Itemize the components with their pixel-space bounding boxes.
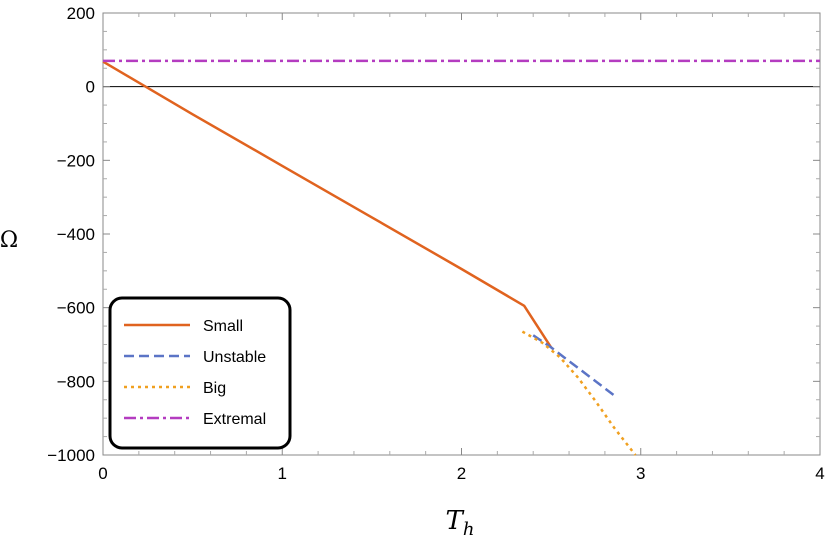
y-tick-label: −200: [57, 151, 95, 170]
x-tick-label: 3: [636, 464, 645, 483]
legend: Small Unstable Big Extremal: [108, 296, 292, 450]
series-layer: [102, 59, 820, 456]
x-tick-label: 4: [815, 464, 824, 483]
x-axis-label-main: T: [446, 506, 465, 536]
y-axis-label: Ω: [0, 228, 18, 253]
legend-box: [108, 296, 292, 450]
ticks-layer: 0 1 2 3 4 −1000 −800 −600 −400 −200 0 200: [47, 4, 824, 483]
y-tick-label: −800: [57, 372, 95, 391]
x-axis-label: Th: [446, 506, 475, 537]
series-line-unstable: [532, 334, 619, 399]
legend-label-small: Small: [203, 318, 243, 335]
series-line-big: [521, 330, 637, 456]
legend-label-unstable: Unstable: [203, 349, 266, 366]
y-tick-label: −600: [57, 299, 95, 318]
y-tick-label: 200: [67, 4, 95, 23]
x-axis-label-sub: h: [463, 519, 475, 537]
y-tick-label: −1000: [47, 446, 95, 465]
series-line-small: [102, 60, 553, 349]
x-tick-label: 1: [278, 464, 287, 483]
y-tick-label: −400: [57, 225, 95, 244]
legend-label-extremal: Extremal: [203, 411, 266, 428]
x-tick-label: 0: [98, 464, 107, 483]
y-tick-label: 0: [86, 78, 95, 97]
legend-label-big: Big: [203, 380, 226, 397]
x-tick-label: 2: [457, 464, 466, 483]
